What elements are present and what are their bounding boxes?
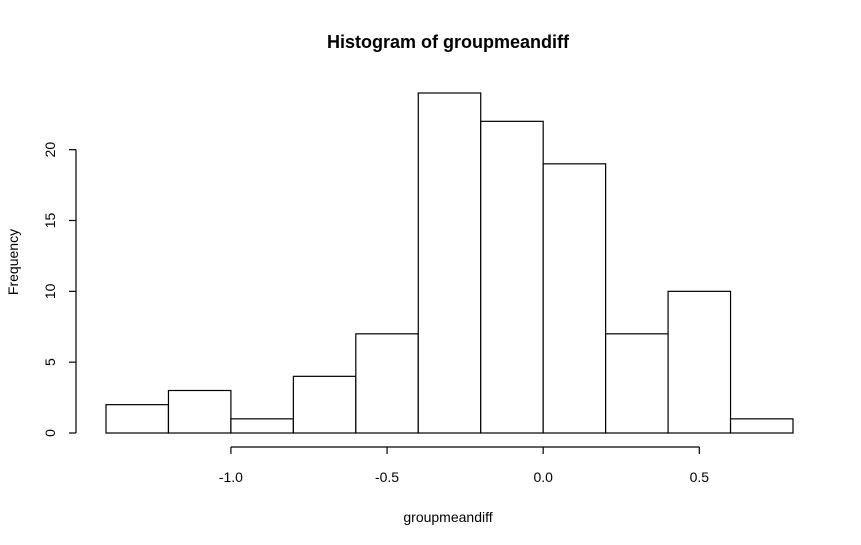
x-tick-label: -0.5 [375,469,399,485]
histogram-bar [105,404,170,434]
histogram-bar [355,333,419,434]
histogram-bar [417,92,482,434]
histogram-bar [729,418,794,434]
histogram-bar [230,418,294,434]
y-tick-label: 10 [42,283,58,299]
histogram-bar [292,375,357,434]
x-axis: -1.0 -0.5 0.0 0.5 [219,446,710,485]
histogram-bar [605,333,669,434]
chart-title: Histogram of groupmeandiff [327,32,570,52]
y-tick-label: 15 [42,213,58,229]
histogram-bar [667,290,732,434]
histogram-bar [542,163,607,434]
y-tick-label: 5 [42,358,58,366]
y-axis-label: Frequency [5,229,21,295]
y-axis: 0 5 10 15 20 [42,142,77,437]
histogram-bar [480,120,544,434]
histogram-bar [167,389,232,434]
y-tick-label: 20 [42,142,58,158]
x-tick-label: 0.5 [690,469,710,485]
x-tick-label: 0.0 [533,469,553,485]
y-tick-label: 0 [42,429,58,437]
x-axis-label: groupmeandiff [403,509,492,525]
x-tick-label: -1.0 [219,469,243,485]
bars-group [105,92,794,434]
